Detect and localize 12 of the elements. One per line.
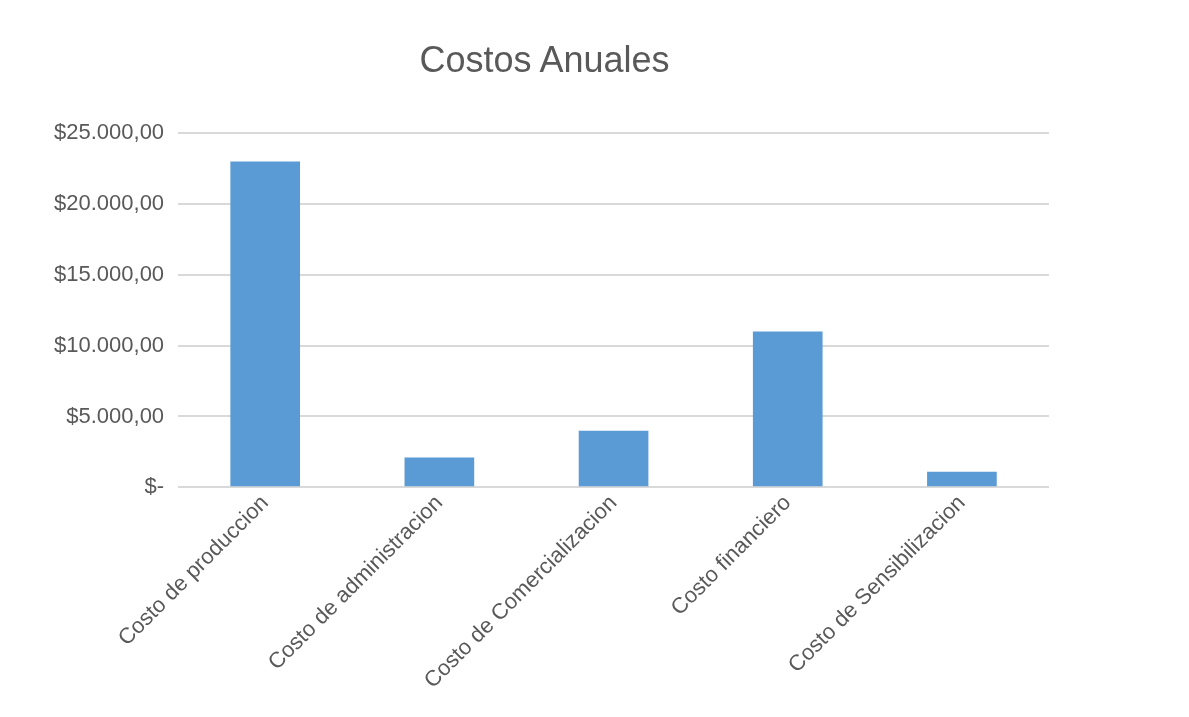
bar <box>230 161 301 487</box>
y-tick-label: $15.000,00 <box>54 260 165 286</box>
y-tick-label: $25.000,00 <box>54 119 165 145</box>
y-tick-label: $20.000,00 <box>54 190 165 216</box>
chart-title: Costos Anuales <box>419 38 670 80</box>
y-tick-label: $- <box>144 473 165 499</box>
bar <box>404 457 475 487</box>
bar <box>752 331 823 487</box>
bar <box>578 430 649 487</box>
y-tick-label: $5.000,00 <box>66 402 165 428</box>
y-tick-label: $10.000,00 <box>54 331 165 357</box>
bar <box>927 471 997 487</box>
